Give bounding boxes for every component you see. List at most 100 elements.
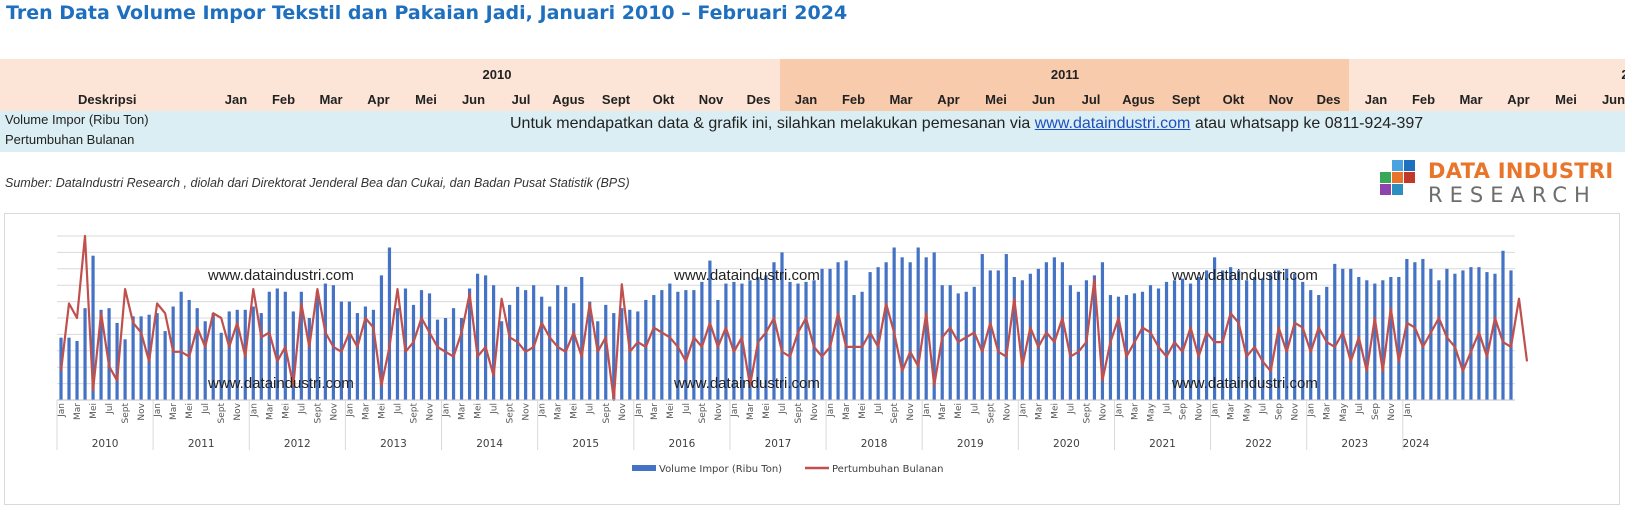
table-month-label: Jan bbox=[794, 92, 818, 107]
volume-bar bbox=[1277, 270, 1281, 400]
table-month-label: Apr bbox=[1507, 92, 1530, 107]
volume-bar bbox=[435, 319, 440, 400]
month-tick-label: Mei bbox=[185, 403, 195, 419]
month-tick-label: Jan bbox=[538, 403, 548, 418]
volume-bar bbox=[548, 306, 552, 400]
volume-bar bbox=[844, 260, 848, 400]
table-month-label: Feb bbox=[1411, 92, 1436, 107]
volume-bar bbox=[195, 308, 199, 400]
month-tick-label: May bbox=[1147, 402, 1157, 421]
volume-bar bbox=[387, 247, 392, 400]
month-tick-label: Jul bbox=[586, 403, 596, 415]
volume-bar bbox=[772, 262, 776, 400]
volume-bar bbox=[612, 313, 616, 400]
volume-bar bbox=[1229, 267, 1233, 400]
volume-bar bbox=[355, 313, 360, 400]
volume-bar bbox=[1140, 291, 1145, 400]
notice-link[interactable]: www.dataindustri.com bbox=[1034, 115, 1191, 132]
volume-bar bbox=[1124, 295, 1129, 400]
month-tick-label: Sept bbox=[986, 403, 996, 424]
volume-bar bbox=[1020, 280, 1024, 400]
month-tick-label: Jul bbox=[1355, 403, 1365, 415]
year-axis-label: 2015 bbox=[572, 438, 599, 450]
volume-bar bbox=[91, 255, 95, 400]
logo-mark-icon bbox=[1380, 160, 1415, 195]
volume-bar bbox=[532, 285, 536, 400]
chart-area: Jan Mar Mei Jul Sept Nov Jan Mar Mei Jul Sept Nov Ja… bbox=[4, 213, 1620, 505]
month-tick-label: Mar bbox=[1323, 403, 1333, 420]
volume-bar bbox=[371, 309, 376, 400]
volume-bar bbox=[1349, 268, 1353, 400]
volume-bar bbox=[500, 321, 504, 400]
volume-bar bbox=[1301, 281, 1305, 400]
month-tick-label: Jul bbox=[682, 403, 692, 415]
year-axis-label: 2016 bbox=[669, 438, 696, 450]
volume-bar bbox=[668, 283, 672, 400]
volume-bar bbox=[956, 293, 960, 400]
month-tick-label: Mei bbox=[666, 403, 676, 419]
month-tick-label: Mei bbox=[281, 403, 291, 419]
volume-bar bbox=[572, 303, 576, 400]
volume-bar bbox=[1445, 268, 1449, 400]
month-tick-label: Mar bbox=[458, 403, 468, 420]
table-month-label: Des bbox=[1316, 92, 1341, 107]
volume-bar bbox=[724, 283, 728, 400]
volume-bar bbox=[916, 247, 920, 400]
watermark-text: www.dataindustri.com bbox=[207, 267, 354, 284]
volume-bar bbox=[980, 254, 984, 400]
month-tick-label: Jul bbox=[490, 403, 500, 415]
volume-bar bbox=[924, 257, 928, 400]
month-tick-label: Nov bbox=[906, 402, 916, 420]
volume-bar bbox=[1509, 270, 1513, 400]
volume-bar bbox=[708, 260, 712, 400]
volume-bar bbox=[315, 291, 319, 400]
table-year-label: 2011 bbox=[1050, 67, 1080, 82]
header-band-2010 bbox=[0, 59, 780, 111]
month-tick-label: Nov bbox=[618, 402, 628, 420]
volume-bar bbox=[131, 316, 135, 400]
volume-bar bbox=[1493, 273, 1497, 400]
month-tick-label: Jul bbox=[1259, 403, 1269, 415]
volume-bar bbox=[203, 321, 207, 400]
volume-bar bbox=[1461, 270, 1465, 400]
month-tick-label: Mei bbox=[1050, 403, 1060, 419]
watermark-text: www.dataindustri.com bbox=[673, 375, 820, 392]
month-tick-label: Nov bbox=[233, 402, 243, 420]
volume-bar bbox=[1421, 258, 1425, 400]
month-tick-label: Sep bbox=[1371, 403, 1381, 420]
volume-bar bbox=[628, 309, 632, 400]
data-table: 2010 2011 2 Jan Feb Mar Apr Mei Jun Jul Agus Sept O… bbox=[0, 59, 1625, 152]
month-tick-label: Jan bbox=[1403, 403, 1413, 418]
volume-bar bbox=[900, 257, 904, 400]
month-tick-label: Mar bbox=[650, 403, 660, 420]
volume-bar bbox=[788, 281, 792, 400]
month-tick-label: Jan bbox=[57, 403, 67, 418]
growth-line bbox=[59, 234, 1529, 402]
volume-bar bbox=[467, 288, 472, 400]
volume-bar bbox=[932, 252, 936, 400]
volume-bar bbox=[716, 299, 720, 400]
volume-bar bbox=[267, 291, 271, 400]
volume-bar bbox=[75, 340, 79, 400]
month-tick-label: Nov bbox=[522, 402, 532, 420]
year-axis-label: 2019 bbox=[957, 438, 984, 450]
table-month-label: Nov bbox=[698, 92, 724, 107]
table-year-label: 2010 bbox=[482, 67, 512, 82]
volume-bar bbox=[1373, 283, 1377, 400]
volume-bar bbox=[540, 296, 544, 400]
year-axis-label: 2018 bbox=[861, 438, 888, 450]
source-note: Sumber: DataIndustri Research , diolah d… bbox=[5, 176, 630, 190]
volume-bar bbox=[1245, 280, 1249, 400]
month-tick-label: Sept bbox=[217, 403, 227, 424]
year-axis-label: 2020 bbox=[1053, 438, 1080, 450]
volume-bar bbox=[596, 321, 600, 400]
volume-bar bbox=[636, 311, 640, 400]
month-tick-label: Mar bbox=[1227, 403, 1237, 420]
volume-bar bbox=[475, 273, 480, 400]
volume-bar bbox=[179, 291, 183, 400]
volume-bar bbox=[427, 293, 432, 400]
volume-bar bbox=[580, 277, 584, 400]
month-tick-label: Mar bbox=[842, 403, 852, 420]
volume-bar bbox=[1397, 277, 1401, 400]
volume-bar bbox=[227, 311, 231, 400]
